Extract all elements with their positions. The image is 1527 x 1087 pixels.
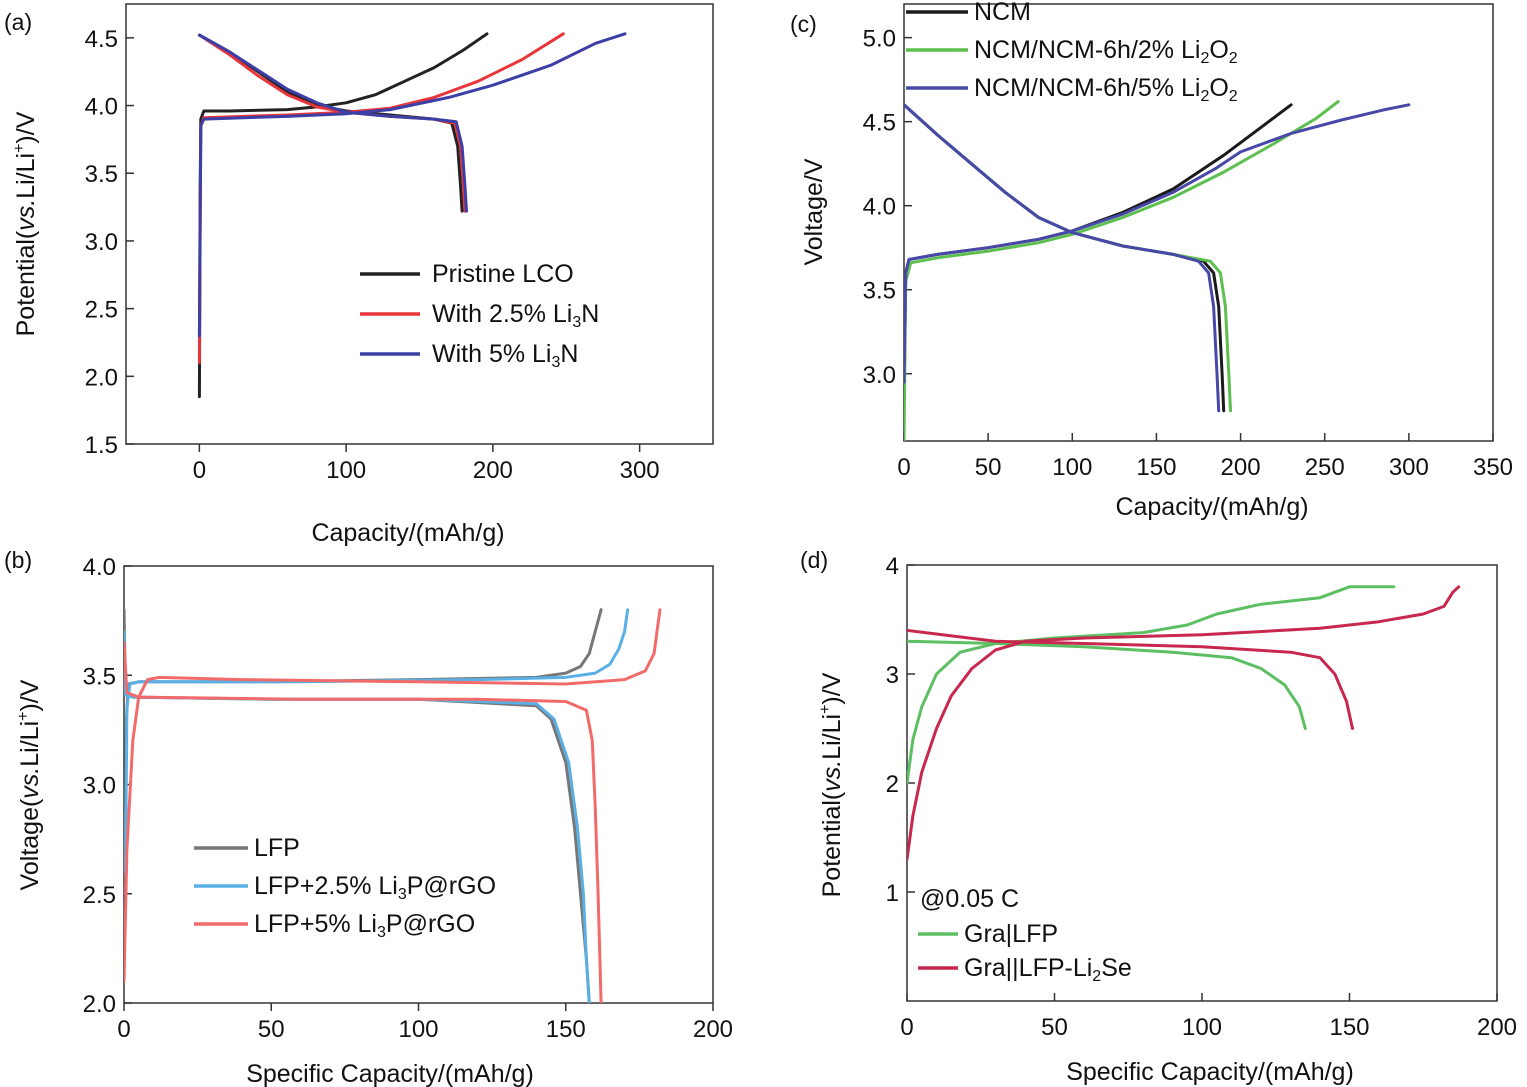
y-tick-label-b: 4.0 [83, 554, 116, 581]
legend-label-a: With 5% Li3N [432, 340, 578, 371]
y-tick-label-a: 3.0 [85, 229, 118, 256]
x-tick-label-c: 150 [1136, 454, 1176, 481]
series-charge-curve-c-2 [904, 103, 1411, 384]
legend-label-a: Pristine LCO [432, 260, 574, 288]
panel-b: 0 50 100 150 200 2.0 2.5 3.0 3.5 4.0 Specific Capa… [4, 547, 733, 1087]
x-axis-label-b: Specific Capacity/(mAh/g) [246, 1060, 534, 1087]
x-tick-label-b: 200 [693, 1016, 733, 1043]
y-tick-label-a: 2.5 [85, 297, 118, 324]
panel-label-d: (d) [800, 547, 828, 573]
series-discharge-curve-d-0 [907, 639, 1307, 730]
x-tick-label-a: 0 [193, 457, 206, 484]
series-discharge-curve-b-1 [124, 630, 591, 1003]
x-tick-label-d: 0 [900, 1014, 913, 1041]
y-tick-label-c: 3.0 [863, 362, 896, 389]
legend-label-b: LFP+5% Li3P@rGO [254, 910, 475, 941]
x-tick-label-b: 150 [546, 1016, 586, 1043]
y-tick-label-d: 4 [886, 553, 899, 580]
legend-label-c: NCM/NCM-6h/5% Li2O2 [974, 74, 1238, 105]
y-tick-label-c: 5.0 [863, 26, 896, 53]
series-charge-curve-c-1 [904, 100, 1340, 441]
x-axis-label-a: Capacity/(mAh/g) [311, 519, 504, 547]
y-tick-label-b: 2.5 [83, 882, 116, 909]
legend-label-c: NCM [974, 0, 1031, 26]
x-tick-label-c: 50 [975, 454, 1002, 481]
series-discharge-curve-d-1 [907, 628, 1354, 730]
legend-d: Gra|LFP Gra||LFP-Li2Se [918, 920, 1132, 985]
y-tick-label-d: 1 [886, 880, 899, 907]
panel-c: 0 50 100 150 200 250 300 350 3.0 3.5 4.0 4.5 5.0 Capa… [790, 0, 1513, 521]
x-tick-label-b: 100 [398, 1016, 438, 1043]
y-tick-label-c: 4.5 [863, 110, 896, 137]
y-tick-label-b: 3.0 [83, 773, 116, 800]
series-charge-curve-b-1 [124, 608, 630, 874]
series-charge-curve-b-2 [124, 608, 662, 983]
x-tick-label-c: 0 [897, 454, 910, 481]
x-tick-label-c: 200 [1221, 454, 1261, 481]
panel-a: 0 100 200 300 1.5 2.0 2.5 3.0 3.5 4.0 4.5 Capacity/… [4, 3, 714, 547]
y-tick-label-a: 3.5 [85, 161, 118, 188]
panel-label-a: (a) [4, 9, 32, 35]
x-tick-label-d: 50 [1041, 1014, 1068, 1041]
plot-frame-c [903, 3, 1494, 442]
x-tick-label-a: 100 [326, 457, 366, 484]
panel-d: 0 50 100 150 200 1 2 3 4 Specific Capacity/(mAh/g… [800, 547, 1517, 1086]
x-tick-label-c: 350 [1473, 454, 1513, 481]
y-tick-label-a: 1.5 [85, 432, 118, 459]
y-axis-label-d: Potential(vs.Li/Li+)/V [817, 672, 846, 897]
legend-label-b: LFP [254, 834, 300, 862]
x-tick-label-a: 200 [473, 457, 513, 484]
y-tick-label-a: 4.0 [85, 94, 118, 121]
y-tick-label-c: 3.5 [863, 278, 896, 305]
legend-label-a: With 2.5% Li3N [432, 300, 599, 331]
x-tick-label-c: 100 [1052, 454, 1092, 481]
y-axis-label-b: Voltage(vs.Li/Li+)/V [15, 679, 44, 890]
series-charge-curve-d-0 [907, 585, 1396, 785]
x-tick-label-d: 100 [1182, 1014, 1222, 1041]
panel-label-b: (b) [4, 547, 32, 573]
x-tick-label-a: 300 [620, 457, 660, 484]
y-axis-label-a: Potential(vs.Li/Li+)/V [11, 111, 40, 336]
legend-a: Pristine LCO With 2.5% Li3N With 5% Li3N [360, 260, 599, 371]
legend-b: LFP LFP+2.5% Li3P@rGO LFP+5% Li3P@rGO [194, 834, 496, 941]
x-tick-label-b: 50 [258, 1016, 285, 1043]
plot-frame-a [125, 3, 714, 445]
annotation-d: @0.05 C [920, 885, 1019, 913]
series-discharge-curve-c-2 [904, 103, 1221, 413]
y-axis-label-c: Voltage/V [800, 158, 828, 265]
legend-label-c: NCM/NCM-6h/2% Li2O2 [974, 36, 1238, 67]
y-tick-label-a: 2.0 [85, 364, 118, 391]
panel-label-c: (c) [790, 11, 817, 37]
y-tick-label-d: 3 [886, 662, 899, 689]
x-tick-label-d: 200 [1477, 1014, 1517, 1041]
series-charge-curve-d-1 [907, 585, 1461, 861]
y-tick-label-b: 3.5 [83, 663, 116, 690]
legend-c: NCM NCM/NCM-6h/2% Li2O2 NCM/NCM-6h/5% Li2O… [906, 0, 1238, 105]
y-tick-label-d: 2 [886, 771, 899, 798]
x-axis-label-c: Capacity/(mAh/g) [1115, 493, 1308, 521]
legend-label-b: LFP+2.5% Li3P@rGO [254, 872, 496, 903]
x-tick-label-d: 150 [1329, 1014, 1369, 1041]
x-tick-label-c: 250 [1305, 454, 1345, 481]
y-tick-label-b: 2.0 [83, 991, 116, 1018]
x-tick-label-b: 0 [117, 1016, 130, 1043]
legend-label-d: Gra|LFP [964, 920, 1058, 948]
x-tick-label-c: 300 [1389, 454, 1429, 481]
x-axis-label-d: Specific Capacity/(mAh/g) [1066, 1058, 1354, 1086]
y-tick-label-c: 4.0 [863, 194, 896, 221]
legend-label-d: Gra||LFP-Li2Se [964, 954, 1132, 985]
series-discharge-curve-a-2 [197, 33, 468, 213]
y-tick-label-a: 4.5 [85, 26, 118, 53]
series-discharge-curve-b-2 [124, 641, 603, 1003]
